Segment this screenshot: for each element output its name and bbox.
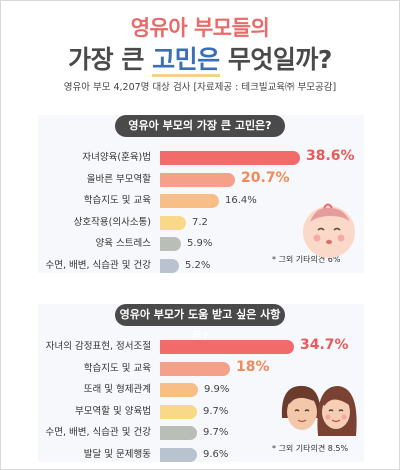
mother-cheek-left xyxy=(325,414,331,420)
chart-1-title: 영유아 부모의 가장 큰 고민은? xyxy=(115,115,285,137)
chart-1-row: 양육 스트레스 5.9% xyxy=(0,235,380,253)
parents-illustration xyxy=(281,385,357,436)
bar-label: 양육 스트레스 xyxy=(95,238,151,249)
bar-value-label: 34.7% xyxy=(300,337,349,353)
chart-2-row: 발달 및 문제행동 9.6% xyxy=(0,446,380,464)
mother-eye-left xyxy=(328,409,334,412)
bar-label: 학습지도 및 교육 xyxy=(83,362,151,374)
baby-eye-left xyxy=(317,227,325,231)
mother-fringe xyxy=(319,393,352,406)
chart-1-row: 올바른 부모역할 20.7% xyxy=(0,169,380,189)
title-line-2: 가장 큰 고민은 무엇일까? xyxy=(0,40,400,77)
bar-label: 수면, 배변, 식습관 및 건강 xyxy=(45,427,151,438)
chart-2-note: * 그외 기타의견 8.5% xyxy=(272,444,349,453)
title-line-2-pre: 가장 큰 xyxy=(68,45,153,74)
bar xyxy=(160,237,181,251)
bar xyxy=(160,258,179,273)
bar xyxy=(160,215,186,230)
bar xyxy=(160,404,197,419)
chart-1-row: 수면, 배변, 식습관 및 건강 5.2% xyxy=(0,257,380,275)
title-line-1: 영유아 부모들의 xyxy=(130,16,270,40)
chart-1-note: * 그외 기타의견 6% xyxy=(272,255,341,264)
chart-2-row: 학습지도 및 교육 18% xyxy=(0,358,380,378)
bar-value-label: 20.7% xyxy=(241,169,290,186)
bar-value-label: 9.9% xyxy=(204,384,230,395)
father-eye-left xyxy=(294,409,300,412)
bar-value-label: 5.9% xyxy=(187,238,213,249)
bar-value-label: 7.2 xyxy=(192,216,208,228)
bar xyxy=(160,340,294,354)
bar xyxy=(160,447,197,462)
bar-value-label: 5.2% xyxy=(185,259,211,271)
bar-label: 자녀의 감정표현, 정서조절 xyxy=(45,341,151,352)
baby-bow xyxy=(323,203,333,209)
chart-1-row: 학습지도 및 교육 16.4% xyxy=(0,192,380,210)
mother-cheek-right xyxy=(341,414,347,420)
chart-2-row: 부모역할 및 양육법 9.7% xyxy=(0,403,380,421)
mother-mouth xyxy=(331,419,341,423)
baby-cheek-left xyxy=(313,234,321,242)
bar xyxy=(160,151,300,165)
father-eye-right xyxy=(304,409,310,412)
bar-value-label: 18% xyxy=(236,358,270,375)
chart-2-row: 수면, 배변, 식습관 및 건강 9.7% xyxy=(0,424,380,442)
title-line-2-post: 무엇일까? xyxy=(219,45,333,74)
baby-bonnet xyxy=(310,207,350,222)
bar-label: 학습지도 및 교육 xyxy=(83,195,151,206)
baby-face xyxy=(303,206,355,258)
bar-value-label: 9.7% xyxy=(203,405,229,417)
father-face xyxy=(287,394,317,430)
bar-value-label: 38.6% xyxy=(306,148,355,164)
subtitle: 영유아 부모 4,207명 대상 검사 [자료제공 : 테크빌교육㈜ 부모공감] xyxy=(63,82,337,93)
bar-value-label: 9.7% xyxy=(203,427,229,438)
bar-label: 올바른 부모역할 xyxy=(86,173,151,185)
bar-label: 자녀양육(훈육)법 xyxy=(82,152,151,163)
title-highlight: 고민은 xyxy=(152,45,220,77)
baby-cheek-right xyxy=(337,234,345,242)
chart-1-row: 상호작용(의사소통) 7.2 xyxy=(0,214,380,232)
bar xyxy=(160,194,219,208)
bar-label: 또래 및 형제관계 xyxy=(83,384,151,395)
bar-label: 발달 및 문제행동 xyxy=(83,448,151,460)
baby-illustration xyxy=(303,203,355,258)
section-2-background xyxy=(38,304,364,462)
mother-eye-right xyxy=(338,409,344,412)
father-mouth xyxy=(297,419,307,423)
chart-2-title: 영유아 부모가 도움 받고 싶은 사항은? xyxy=(115,304,285,343)
chart-2-row: 또래 및 형제관계 9.9% xyxy=(0,381,380,399)
bar xyxy=(160,361,230,376)
bar-label: 상호작용(의사소통) xyxy=(73,216,151,228)
chart-1-row: 자녀양육(훈육)법 38.6% xyxy=(0,148,380,167)
bar-value-label: 16.4% xyxy=(225,195,257,206)
bar xyxy=(160,383,198,397)
bar-label: 부모역할 및 양육법 xyxy=(75,405,151,417)
baby-mouth xyxy=(326,239,332,245)
bar-value-label: 9.6% xyxy=(203,448,229,460)
chart-2-row: 자녀의 감정표현, 정서조절 34.7% xyxy=(0,337,380,356)
father-fringe xyxy=(284,391,316,404)
bar-label: 수면, 배변, 식습관 및 건강 xyxy=(45,259,151,271)
bar xyxy=(160,426,197,440)
baby-eye-right xyxy=(333,227,341,231)
mother-face xyxy=(322,395,350,429)
bar xyxy=(160,172,235,187)
